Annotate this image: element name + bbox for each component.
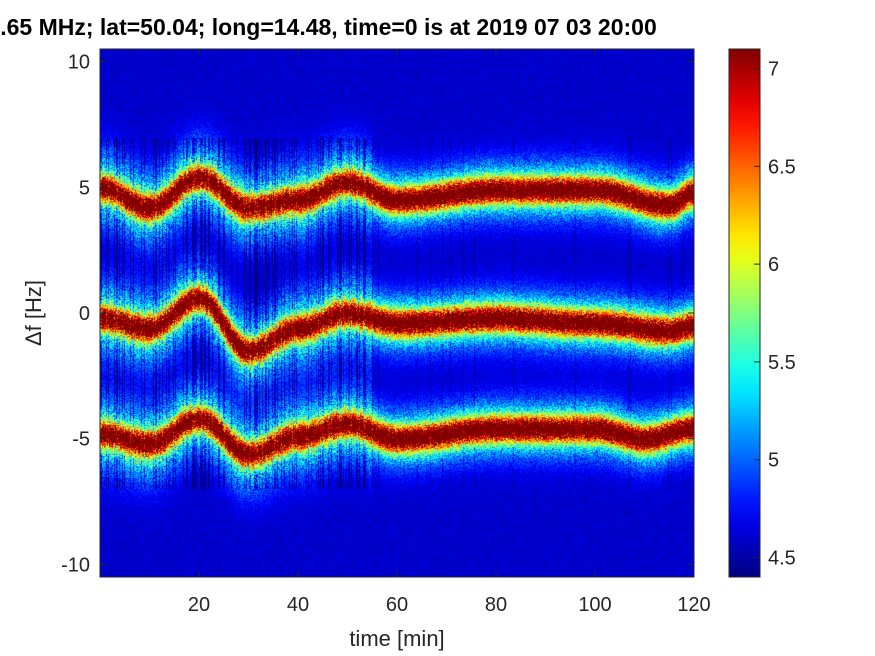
colorbar-tick-label: 7: [768, 59, 779, 81]
y-tick-label: 0: [79, 303, 90, 325]
x-axis: 20 40 60 80 100 120: [188, 49, 711, 616]
y-axis: 10 5 0 -5 -10: [61, 52, 694, 576]
x-tick-label: 120: [677, 594, 710, 616]
heatmap-container: [100, 49, 694, 577]
x-tick-label: 40: [287, 594, 309, 616]
colorbar-tick-label: 6.5: [768, 156, 796, 178]
x-tick-label: 20: [188, 594, 210, 616]
y-tick-label: 5: [79, 177, 90, 199]
colorbar-tick-label: 5: [768, 450, 779, 472]
colorbar: 7 6.5 6 5.5 5 4.5: [728, 48, 796, 578]
x-tick-label: 80: [485, 594, 507, 616]
x-tick-label: 60: [386, 594, 408, 616]
colorbar-tick-label: 4.5: [768, 547, 796, 569]
chart-title: =4.65 MHz; lat=50.04; long=14.48, time=0…: [0, 14, 657, 40]
x-axis-label: time [min]: [349, 626, 444, 651]
x-tick-label: 100: [578, 594, 611, 616]
y-tick-label: -5: [72, 429, 90, 451]
y-axis-label: Δf [Hz]: [21, 280, 46, 346]
y-tick-label: 10: [68, 52, 90, 74]
colorbar-tick-label: 5.5: [768, 352, 796, 374]
colorbar-tick-label: 6: [768, 254, 779, 276]
colorbar-fill: [728, 48, 761, 578]
colorbar-ticks: 7 6.5 6 5.5 5 4.5: [754, 59, 796, 569]
y-tick-label: -10: [61, 554, 90, 576]
heatmap-canvas: [100, 49, 694, 577]
plot-area: [99, 48, 695, 578]
